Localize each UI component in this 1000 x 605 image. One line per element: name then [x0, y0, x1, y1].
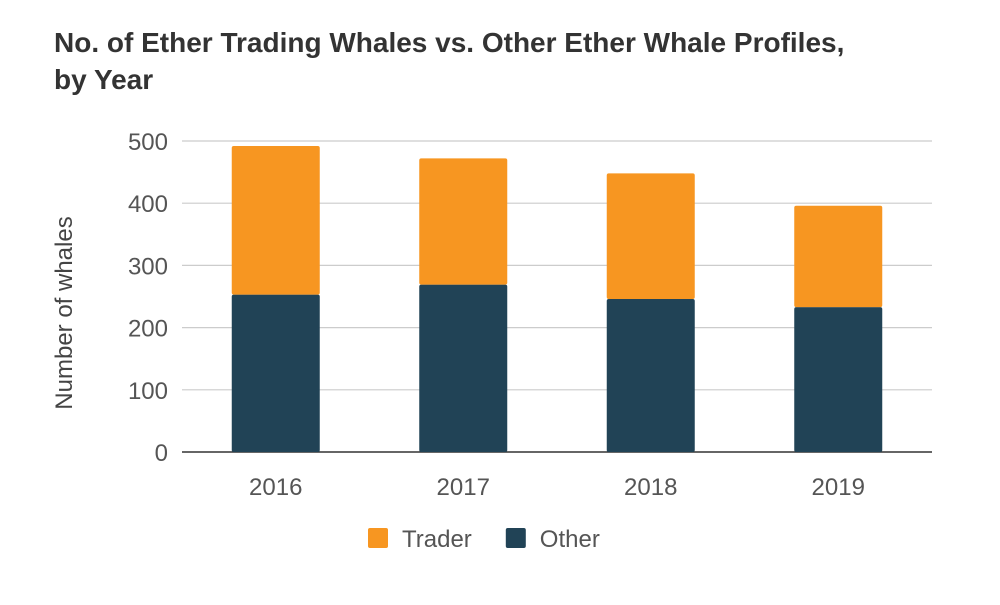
bar-trader-2019	[794, 205, 883, 308]
bar-other-2016	[231, 294, 320, 452]
y-tick-label: 300	[128, 253, 168, 280]
bar-trader-2018	[606, 173, 695, 299]
legend-label-other: Other	[540, 526, 600, 553]
y-tick-label: 100	[128, 378, 168, 405]
bar-other-2018	[606, 298, 695, 452]
y-tick-label: 0	[155, 440, 168, 467]
chart-title: No. of Ether Trading Whales vs. Other Et…	[54, 27, 845, 95]
legend-swatch-trader	[368, 528, 388, 548]
bar-trader-2016	[231, 145, 320, 295]
legend-swatch-other	[505, 528, 526, 548]
y-tick-label: 200	[128, 316, 168, 343]
bar-trader-2017	[419, 158, 508, 285]
x-tick-label: 2016	[249, 474, 302, 501]
bar-other-2017	[419, 284, 508, 452]
x-tick-label: 2018	[624, 474, 677, 501]
y-tick-label: 400	[128, 191, 168, 218]
x-tick-label: 2019	[812, 474, 865, 501]
legend-label-trader: Trader	[402, 526, 472, 553]
x-tick-label: 2017	[437, 474, 490, 501]
y-tick-label: 500	[128, 129, 168, 156]
bar-other-2019	[794, 307, 883, 452]
y-axis-label: Number of whales	[51, 216, 78, 409]
